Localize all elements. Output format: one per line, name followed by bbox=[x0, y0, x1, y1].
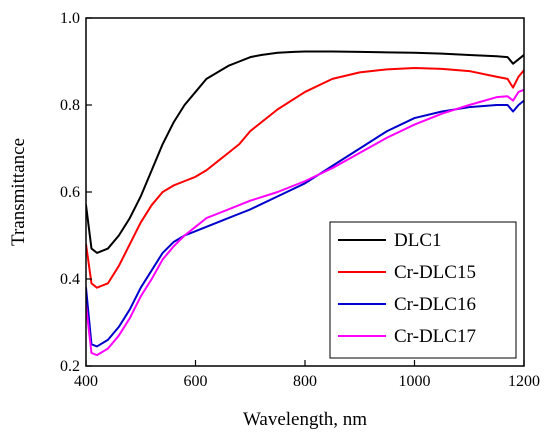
series-line-cr-dlc17 bbox=[86, 88, 524, 357]
x-tick-label-400: 400 bbox=[74, 373, 98, 390]
y-tick-label-0.6: 0.6 bbox=[60, 184, 80, 201]
series-line-cr-dlc16 bbox=[86, 99, 524, 348]
x-tick-label-800: 800 bbox=[293, 373, 317, 390]
y-tick-label-0.8: 0.8 bbox=[60, 97, 80, 114]
y-tick-label-1: 1.0 bbox=[60, 10, 80, 27]
x-tick-label-1200: 1200 bbox=[508, 373, 540, 390]
legend-label-cr-dlc15: Cr-DLC15 bbox=[394, 262, 476, 283]
legend-label-cr-dlc16: Cr-DLC16 bbox=[394, 294, 476, 315]
y-tick-label-0.2: 0.2 bbox=[60, 358, 80, 375]
series-line-dlc1 bbox=[86, 50, 524, 254]
legend-label-cr-dlc17: Cr-DLC17 bbox=[394, 326, 476, 347]
series-line-cr-dlc15 bbox=[86, 67, 524, 289]
ticks-layer: 400 600 800 1000 1200 0.2 0.4 0.6 0.8 1.0 bbox=[60, 10, 540, 390]
y-tick-label-0.4: 0.4 bbox=[60, 271, 80, 288]
x-axis-title: Wavelength, nm bbox=[243, 409, 367, 430]
legend: DLC1 Cr-DLC15 Cr-DLC16 Cr-DLC17 bbox=[329, 221, 517, 359]
series-layer bbox=[86, 50, 524, 357]
y-axis-title: Transmittance bbox=[8, 138, 29, 246]
legend-label-dlc1: DLC1 bbox=[394, 230, 442, 251]
x-tick-label-1000: 1000 bbox=[399, 373, 431, 390]
x-tick-label-600: 600 bbox=[184, 373, 208, 390]
